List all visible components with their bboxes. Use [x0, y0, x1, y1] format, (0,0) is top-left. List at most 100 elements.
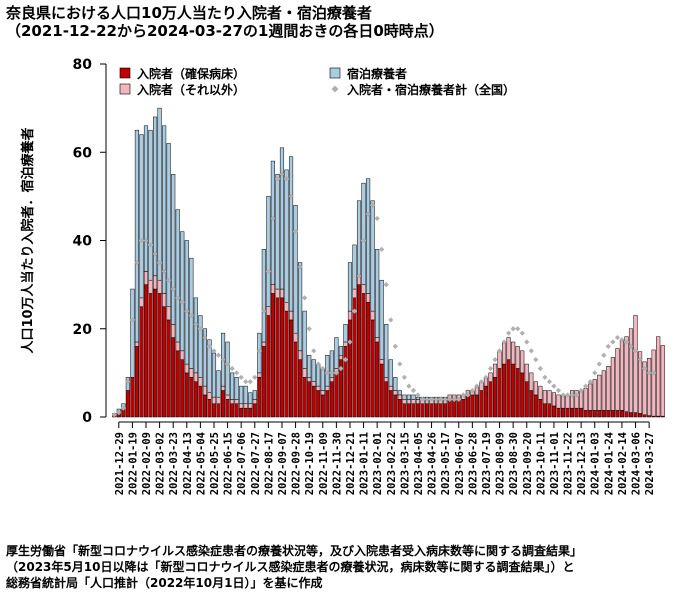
x-tick-label: 2024-01-24: [603, 432, 615, 495]
bar-hospital-other: [538, 385, 543, 400]
national-point: [642, 365, 648, 372]
bar-hospital-secured: [474, 394, 479, 418]
national-point: [147, 242, 154, 248]
national-point: [465, 392, 471, 398]
national-point: [401, 374, 407, 380]
national-point: [315, 361, 321, 367]
bar-lodging: [157, 107, 162, 281]
bar-hospital-secured: [570, 407, 575, 418]
bar-hospital-secured: [397, 399, 402, 418]
bar-hospital-secured: [393, 394, 398, 418]
bar-lodging: [239, 385, 244, 405]
bar-lodging: [270, 160, 275, 285]
bar-lodging: [139, 134, 144, 299]
bar-hospital-secured: [266, 315, 271, 418]
bar-hospital-secured: [162, 306, 167, 418]
national-point: [483, 374, 489, 380]
bar-hospital-other: [415, 399, 421, 405]
national-point: [560, 392, 566, 398]
national-point: [460, 392, 466, 398]
y-tick-label: 60: [73, 145, 93, 161]
bar-hospital-secured: [642, 414, 647, 418]
national-point: [302, 295, 308, 301]
source-line-1: 厚生労働省「新型コロナウイルス感染症患者の療養状況等，及び入院患者受入病床数等に…: [6, 544, 583, 558]
national-point: [487, 365, 494, 372]
bar-hospital-secured: [189, 377, 194, 418]
bar-hospital-secured: [270, 293, 275, 418]
x-tick-label: 2022-02-09: [141, 432, 153, 495]
bar-hospital-other: [624, 336, 629, 412]
bar-hospital-secured: [402, 403, 407, 418]
national-point: [224, 361, 231, 367]
national-point: [288, 193, 294, 199]
bar-hospital-other: [361, 284, 366, 294]
legend-item-national: 入院者・宿泊療養者計（全国）: [331, 82, 515, 97]
national-point: [261, 308, 267, 314]
bar-hospital-other: [524, 363, 529, 382]
bar-hospital-secured: [592, 410, 597, 418]
bar-hospital-secured: [384, 381, 389, 418]
national-point: [329, 370, 335, 376]
national-point: [574, 392, 580, 398]
bar-hospital-other: [338, 354, 343, 360]
bar-hospital-other: [302, 368, 307, 378]
bar-hospital-secured: [284, 310, 289, 418]
national-point: [492, 357, 498, 363]
legend-swatch: [329, 67, 341, 79]
national-point: [297, 264, 303, 270]
bar-lodging: [171, 174, 176, 325]
bar-lodging: [211, 352, 217, 398]
legend-label: 入院者（確保病床）: [137, 66, 245, 81]
national-point: [651, 370, 657, 376]
bar-hospital-secured: [615, 410, 620, 418]
bar-hospital-other: [347, 310, 353, 321]
bar-hospital-other: [134, 341, 139, 347]
bar-lodging: [411, 394, 416, 400]
bar-hospital-other: [266, 306, 271, 316]
x-tick-label: 2023-04-26: [427, 432, 439, 495]
bar-lodging: [248, 392, 253, 405]
national-point: [202, 334, 208, 341]
bar-hospital-other: [139, 297, 144, 307]
bar-lodging: [320, 368, 325, 391]
bar-hospital-other: [520, 350, 525, 374]
bar-hospital-other: [656, 336, 661, 417]
bar-hospital-other: [162, 293, 167, 307]
national-point: [469, 387, 475, 394]
bar-hospital-secured: [370, 319, 375, 418]
bar-hospital-secured: [420, 403, 425, 418]
national-point: [546, 379, 553, 385]
bar-lodging: [370, 200, 375, 312]
national-point: [193, 321, 199, 327]
bar-lodging: [230, 372, 235, 400]
bar-hospital-secured: [483, 385, 489, 418]
bar-hospital-secured: [456, 399, 461, 418]
bar-hospital-secured: [606, 410, 611, 418]
x-tick-label: 2023-10-11: [535, 432, 547, 495]
national-point: [247, 379, 253, 385]
bar-series: [112, 107, 665, 418]
bar-hospital-other: [515, 346, 520, 369]
bar-hospital-other: [320, 390, 325, 396]
bar-hospital-other: [180, 350, 185, 360]
national-point: [374, 215, 380, 222]
national-point: [583, 383, 589, 389]
bar-hospital-secured: [388, 390, 393, 418]
bar-hospital-other: [647, 358, 652, 416]
national-point: [234, 370, 240, 376]
national-point: [383, 282, 389, 288]
bar-hospital-other: [288, 310, 294, 321]
national-point: [270, 215, 276, 222]
national-point: [474, 383, 480, 389]
x-tick-label: 2023-02-01: [372, 432, 384, 495]
bar-hospital-other: [511, 341, 516, 365]
national-point: [175, 295, 181, 301]
bar-hospital-secured: [488, 381, 493, 418]
bar-lodging: [166, 143, 171, 307]
bar-hospital-other: [597, 374, 602, 411]
national-point: [338, 365, 344, 372]
chart-subtitle: （2021-12-22から2024-03-27の1週間おきの各日0時時点）: [6, 22, 444, 40]
bar-hospital-other: [198, 377, 203, 387]
bar-hospital-other: [497, 350, 502, 369]
national-point: [433, 396, 439, 402]
